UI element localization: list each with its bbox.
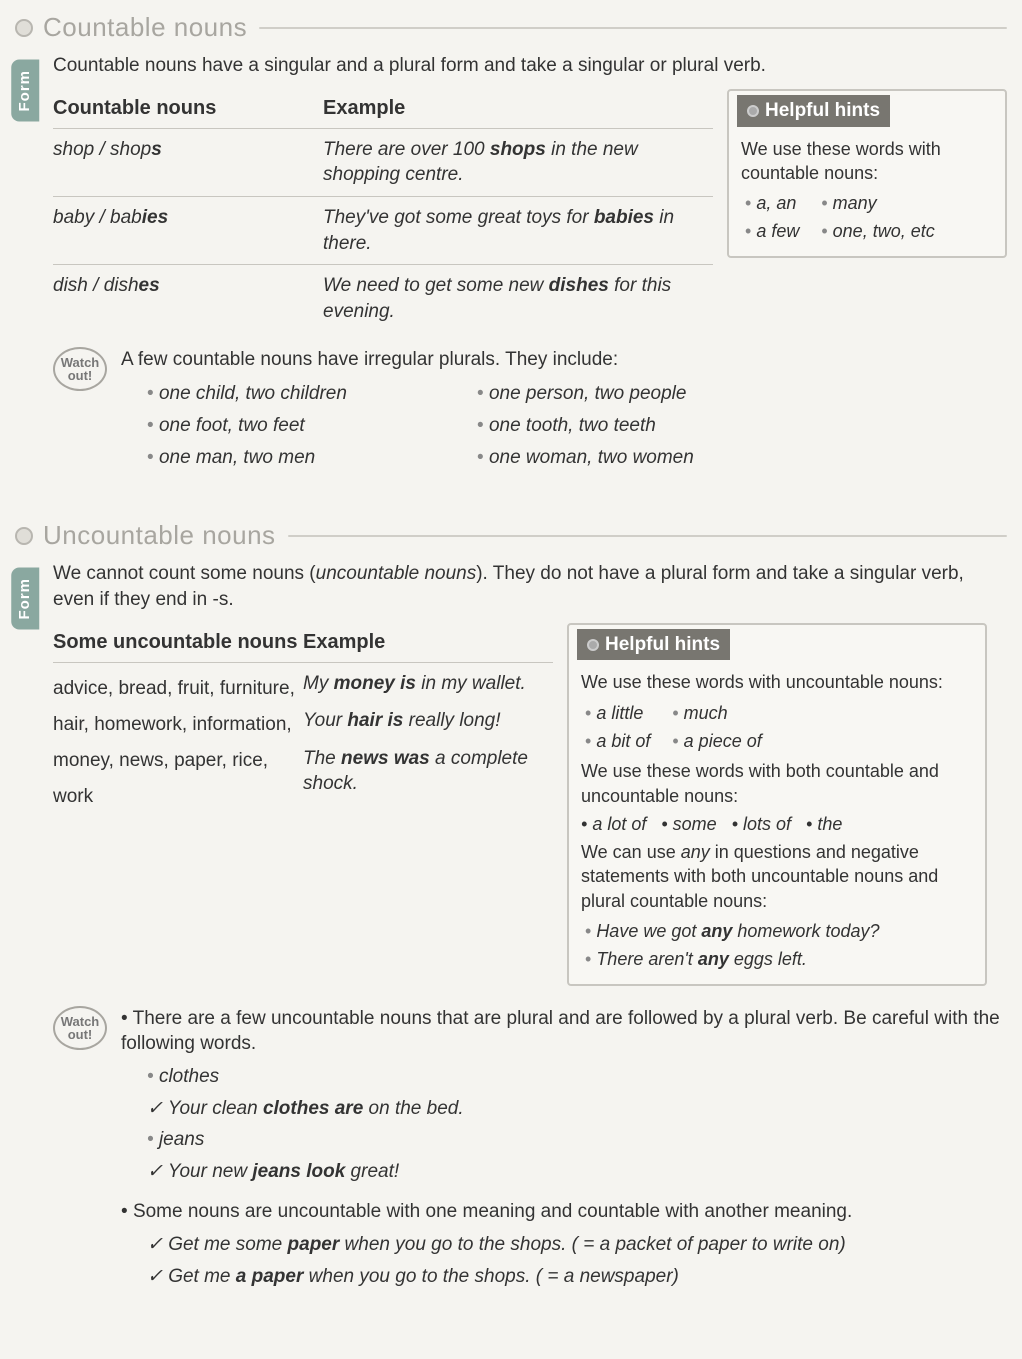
- bullet-icon: [15, 19, 33, 37]
- noun-cell: dish / dishes: [53, 273, 323, 324]
- watch-out-icon: Watch out!: [53, 1006, 107, 1050]
- th-example: Example: [323, 95, 713, 122]
- divider: [259, 27, 1007, 29]
- hints-dot-icon: [747, 105, 759, 117]
- list-item: Have we got any homework today?: [585, 917, 973, 945]
- list-item: one man, two men: [147, 442, 477, 474]
- section-title: Countable nouns: [43, 10, 247, 45]
- irregular-list: one child, two childrenone foot, two fee…: [147, 378, 477, 473]
- form-tab: Form: [11, 568, 39, 630]
- form-tab: Form: [11, 60, 39, 122]
- countable-table: Countable nouns Example shop / shopsTher…: [53, 89, 713, 333]
- irregular-list: one person, two peopleone tooth, two tee…: [477, 378, 807, 473]
- uncountable-table: Some uncountable nouns Example advice, b…: [53, 623, 553, 823]
- divider: [288, 535, 1007, 537]
- hints-inline-list: • a lot of • some • lots of • the: [581, 812, 973, 836]
- hints-title-text: Helpful hints: [765, 98, 880, 124]
- list-item: a few: [745, 217, 799, 245]
- hints-p1: We use these words with uncountable noun…: [581, 670, 973, 694]
- hints-intro: We use these words with countable nouns:: [741, 137, 993, 186]
- list-item: one person, two people: [477, 378, 807, 410]
- list-item: one woman, two women: [477, 442, 807, 474]
- list-item: one foot, two feet: [147, 410, 477, 442]
- noun-cell: shop / shops: [53, 137, 323, 188]
- noun-list: advice, bread, fruit, furniture, hair, h…: [53, 671, 303, 815]
- list-item: a piece of: [672, 727, 761, 755]
- list-item: one tooth, two teeth: [477, 410, 807, 442]
- bullet-icon: [15, 527, 33, 545]
- watch-out-icon: Watch out!: [53, 347, 107, 391]
- hints-title: Helpful hints: [577, 629, 730, 661]
- watch-bot: out!: [68, 369, 93, 382]
- hints-list: mucha piece of: [668, 699, 761, 756]
- hints-p3: We can use any in questions and negative…: [581, 840, 973, 913]
- intro-text: We cannot count some nouns (uncountable …: [53, 561, 1007, 612]
- section-header: Uncountable nouns: [15, 518, 1007, 553]
- example-line: My money is in my wallet.: [303, 671, 553, 697]
- example-line: Get me some paper when you go to the sho…: [147, 1229, 1007, 1261]
- hints-box: Helpful hints We use these words with co…: [727, 89, 1007, 258]
- example-list: My money is in my wallet. Your hair is re…: [303, 671, 553, 815]
- section-title: Uncountable nouns: [43, 518, 276, 553]
- example-line: Your clean clothes are on the bed.: [147, 1093, 1007, 1125]
- list-item: clothes: [147, 1061, 1007, 1093]
- list-item: many: [821, 189, 934, 217]
- watch-bot: out!: [68, 1028, 93, 1041]
- noun-cell: baby / babies: [53, 205, 323, 256]
- watch-g2-list: Get me some paper when you go to the sho…: [121, 1229, 1007, 1292]
- hints-box: Helpful hints We use these words with un…: [567, 623, 987, 986]
- list-item: jeans: [147, 1124, 1007, 1156]
- example-line: Get me a paper when you go to the shops.…: [147, 1261, 1007, 1293]
- section-header: Countable nouns: [15, 10, 1007, 45]
- intro-text: Countable nouns have a singular and a pl…: [53, 53, 1007, 79]
- watch-intro: A few countable nouns have irregular plu…: [121, 349, 618, 370]
- hints-dot-icon: [587, 639, 599, 651]
- hints-ex-list: Have we got any homework today?There are…: [581, 917, 973, 974]
- hints-list: a, ana few: [741, 189, 799, 246]
- example-line: Your new jeans look great!: [147, 1156, 1007, 1188]
- hints-p2: We use these words with both countable a…: [581, 759, 973, 808]
- list-item: a little: [585, 699, 650, 727]
- list-item: one child, two children: [147, 378, 477, 410]
- th-example: Example: [303, 629, 553, 656]
- list-item: a bit of: [585, 727, 650, 755]
- example-cell: There are over 100 shops in the new shop…: [323, 137, 713, 188]
- list-item: one, two, etc: [821, 217, 934, 245]
- hints-list: a littlea bit of: [581, 699, 650, 756]
- hints-title-text: Helpful hints: [605, 632, 720, 658]
- th-noun: Some uncountable nouns: [53, 629, 303, 656]
- example-cell: We need to get some new dishes for this …: [323, 273, 713, 324]
- hints-title: Helpful hints: [737, 95, 890, 127]
- example-line: The news was a complete shock.: [303, 746, 553, 797]
- watch-g1-intro: There are a few uncountable nouns that a…: [121, 1008, 1000, 1055]
- list-item: much: [672, 699, 761, 727]
- watch-top: Watch: [61, 1015, 100, 1028]
- section-countable: Form Countable nouns Countable nouns hav…: [15, 10, 1007, 473]
- watch-top: Watch: [61, 356, 100, 369]
- hints-list: manyone, two, etc: [817, 189, 934, 246]
- example-line: Your hair is really long!: [303, 708, 553, 734]
- section-uncountable: Form Uncountable nouns We cannot count s…: [15, 518, 1007, 1304]
- watch-g1-list: clothesYour clean clothes are on the bed…: [121, 1061, 1007, 1188]
- th-noun: Countable nouns: [53, 95, 323, 122]
- list-item: a, an: [745, 189, 799, 217]
- list-item: There aren't any eggs left.: [585, 945, 973, 973]
- example-cell: They've got some great toys for babies i…: [323, 205, 713, 256]
- watch-g2-intro: Some nouns are uncountable with one mean…: [133, 1201, 852, 1222]
